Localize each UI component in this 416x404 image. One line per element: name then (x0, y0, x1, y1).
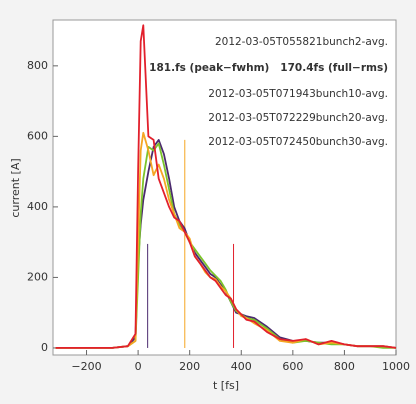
series-line (55, 24, 397, 349)
y-axis-label: current [A] (9, 158, 22, 217)
legend-label: 2012-03-05T055821bunch2-avg. (215, 36, 388, 48)
legend-label: 2012-03-05T071943bunch10-avg. (208, 88, 388, 100)
y-tick-label: 600 (27, 129, 48, 142)
legend-label: 2012-03-05T072450bunch30-avg. (208, 136, 388, 148)
x-axis-label: t [fs] (213, 379, 239, 392)
x-tick-label: 400 (231, 360, 252, 373)
x-tick-label: 800 (334, 360, 355, 373)
y-tick-label: 800 (27, 59, 48, 72)
legend-label: 2012-03-05T072229bunch20-avg. (208, 112, 388, 124)
x-tick-label: 1000 (382, 360, 410, 373)
x-tick-label: 600 (282, 360, 303, 373)
x-tick-label: 200 (179, 360, 200, 373)
y-tick-label: 0 (41, 341, 48, 354)
plot-area (52, 19, 397, 356)
annotation: 181.fs (peak−fwhm) 170.4fs (full−rms) (149, 62, 388, 74)
y-tick-label: 400 (27, 200, 48, 213)
x-tick-label: −200 (71, 360, 101, 373)
y-tick-label: 200 (27, 270, 48, 283)
x-tick-label: 0 (135, 360, 142, 373)
